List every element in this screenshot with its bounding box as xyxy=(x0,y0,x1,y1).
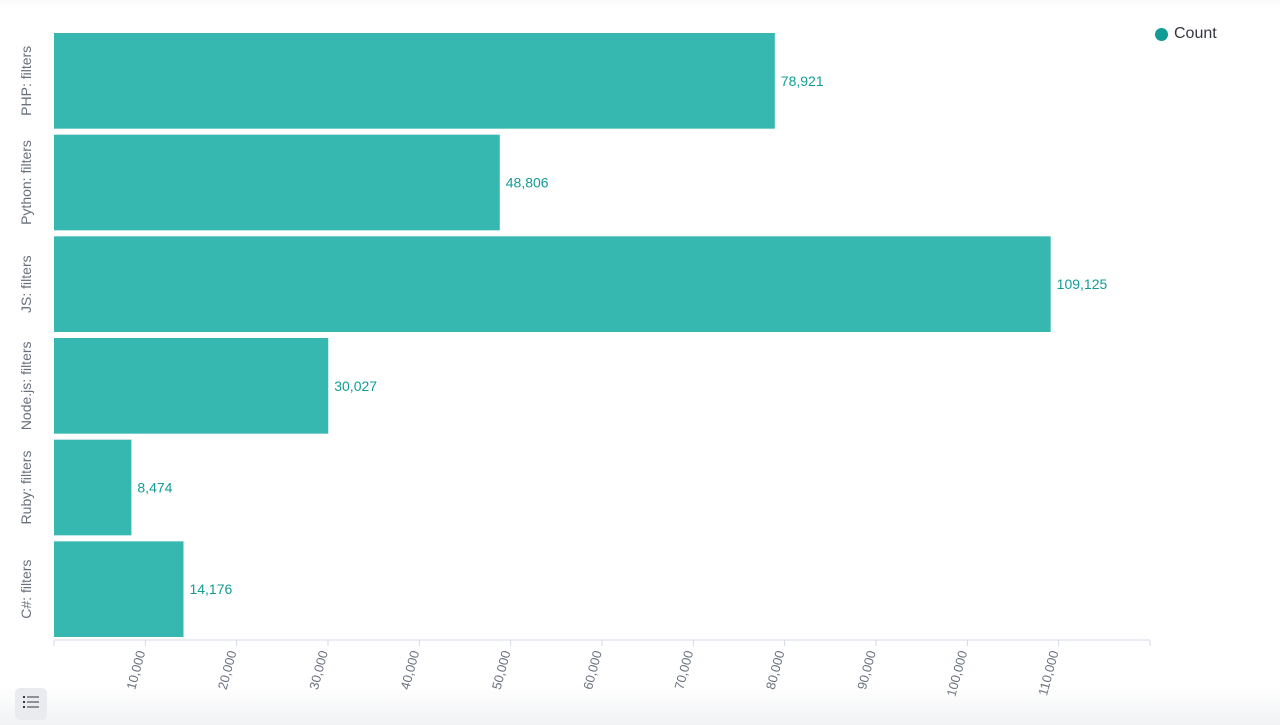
x-tick-label: 110,000 xyxy=(1035,649,1061,697)
x-tick-label: 20,000 xyxy=(215,649,240,691)
x-tick-label: 10,000 xyxy=(123,649,148,691)
bar-js-filters[interactable] xyxy=(54,236,1051,332)
legend-color-dot xyxy=(1155,27,1168,41)
bar-value-label: 109,125 xyxy=(1057,276,1108,292)
category-label: C#: filters xyxy=(18,560,34,619)
x-tick-label: 70,000 xyxy=(671,649,696,691)
bar-ruby-filters[interactable] xyxy=(54,439,132,536)
bar-php-filters[interactable] xyxy=(54,33,775,129)
category-label: PHP: filters xyxy=(18,46,34,116)
x-tick-label: 30,000 xyxy=(306,649,331,691)
category-label: Ruby: filters xyxy=(18,451,34,525)
x-tick-label: 50,000 xyxy=(489,649,514,691)
legend-toggle-button[interactable] xyxy=(15,688,47,720)
x-tick-label: 90,000 xyxy=(854,649,879,691)
bar-value-label: 14,176 xyxy=(189,581,232,597)
x-tick-label: 60,000 xyxy=(580,649,605,691)
x-tick-label: 40,000 xyxy=(397,649,422,691)
x-tick-label: 80,000 xyxy=(763,649,788,691)
category-label: Node.js: filters xyxy=(18,341,34,430)
bar-value-label: 78,921 xyxy=(781,73,824,89)
legend-item-count[interactable]: Count xyxy=(1155,25,1217,43)
x-tick-label: 100,000 xyxy=(944,649,971,698)
bar-python-filters[interactable] xyxy=(54,134,500,231)
legend-label: Count xyxy=(1174,25,1217,42)
bar-value-label: 48,806 xyxy=(506,175,549,191)
bar-c-filters[interactable] xyxy=(54,541,184,637)
list-icon xyxy=(23,695,39,714)
category-label: JS: filters xyxy=(18,255,34,313)
bar-value-label: 30,027 xyxy=(334,378,377,394)
bar-value-label: 8,474 xyxy=(137,480,172,496)
bar-node-js-filters[interactable] xyxy=(54,338,329,434)
category-label: Python: filters xyxy=(18,140,34,225)
